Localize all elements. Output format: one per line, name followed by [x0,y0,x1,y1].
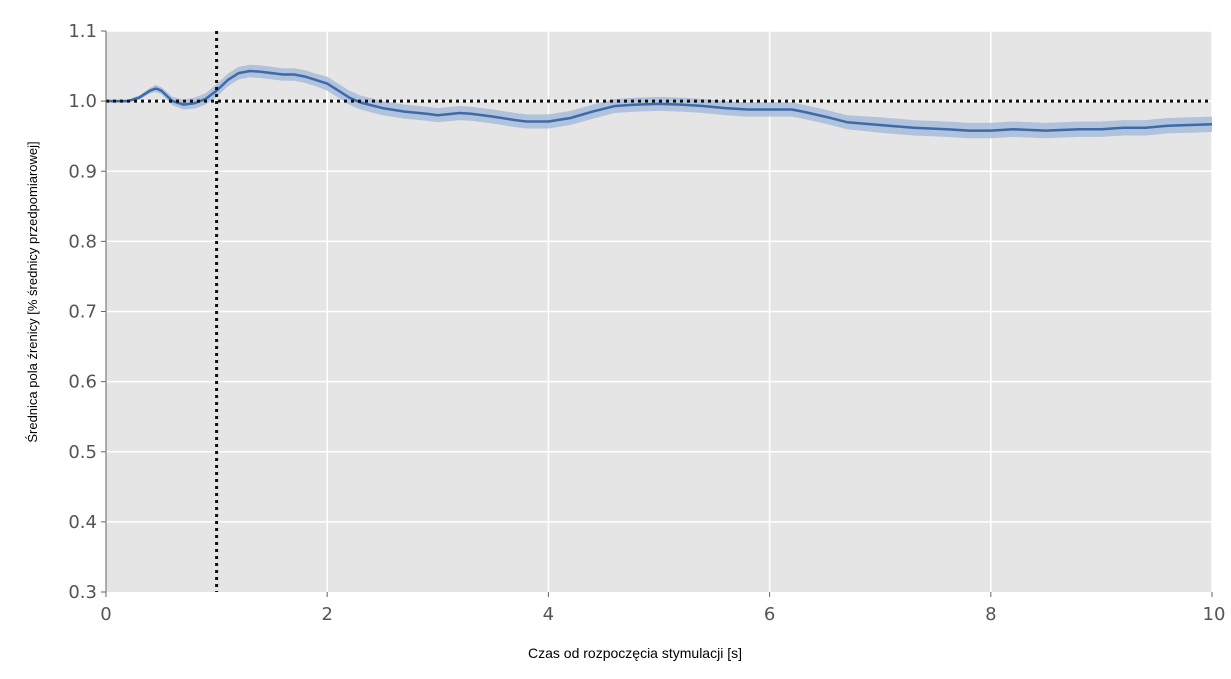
y-tick-label: 0.4 [68,512,97,533]
y-tick-label: 0.3 [68,582,97,603]
x-tick-label: 8 [985,604,996,625]
x-axis-label: Czas od rozpoczęcia stymulacji [s] [528,645,742,661]
tick-labels: 0.3 0.4 0.5 0.6 0.7 0.8 0.9 1.0 1.1 0 2 4 6 8 10 [68,21,1225,625]
grid-lines [106,30,1213,592]
x-tick-label: 2 [321,604,332,625]
y-tick-label: 0.6 [68,372,97,393]
y-tick-label: 0.7 [68,302,97,323]
x-tick-label: 0 [100,604,111,625]
y-tick-label: 1.0 [68,91,97,112]
y-tick-label: 1.1 [68,21,97,42]
x-tick-label: 6 [764,604,775,625]
x-tick-label: 4 [543,604,554,625]
x-tick-label: 10 [1203,604,1226,625]
y-tick-label: 0.5 [68,442,97,463]
y-tick-label: 0.8 [68,231,97,252]
y-axis-label: Średnica pola źrenicy [% średnicy przedp… [25,141,40,442]
series-line [106,69,1213,132]
y-tick-label: 0.9 [68,161,97,182]
